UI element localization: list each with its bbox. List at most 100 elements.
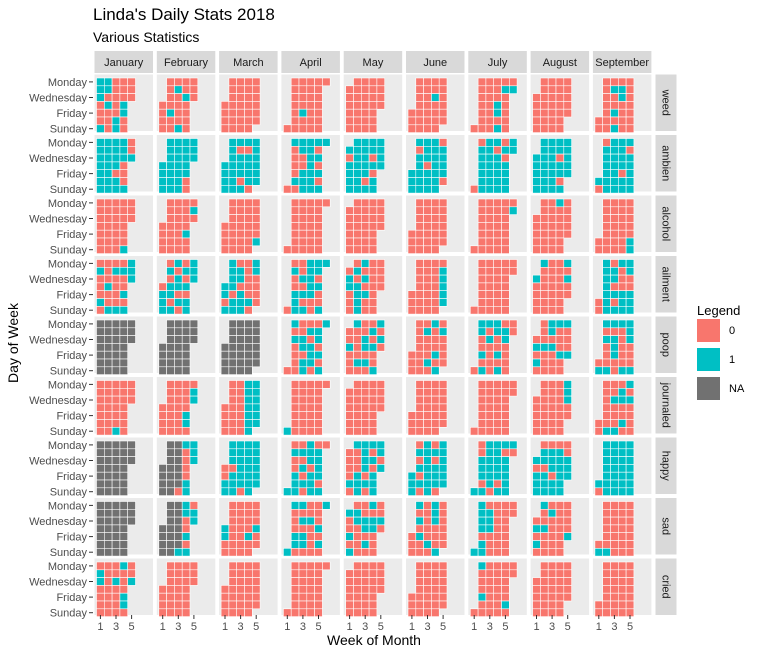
day-tile <box>236 169 245 178</box>
day-tile <box>415 153 424 163</box>
day-tile <box>236 124 245 133</box>
day-tile <box>477 327 487 336</box>
day-tile <box>345 222 354 231</box>
day-tile <box>96 290 105 299</box>
day-tile <box>501 487 510 496</box>
day-tile <box>314 214 323 223</box>
day-tile <box>236 222 245 231</box>
day-tile <box>353 85 362 94</box>
day-tile <box>353 561 362 571</box>
day-tile <box>189 274 199 284</box>
day-tile <box>594 177 604 186</box>
day-tile <box>477 532 487 541</box>
day-tile <box>119 358 129 368</box>
day-tile <box>368 327 378 336</box>
day-tile <box>174 524 183 534</box>
day-tile <box>415 600 424 610</box>
day-tile <box>610 222 619 231</box>
day-tile <box>290 358 300 368</box>
day-tile <box>298 501 308 510</box>
day-tile <box>252 464 261 473</box>
day-tile <box>127 387 136 397</box>
day-tile <box>111 366 121 375</box>
y-tick-label: Sunday <box>50 305 88 317</box>
day-tile <box>540 245 549 254</box>
day-tile <box>252 229 261 239</box>
day-tile <box>508 569 518 578</box>
day-tile <box>174 198 183 208</box>
day-tile <box>236 592 245 602</box>
day-tile <box>438 569 448 578</box>
day-tile <box>407 229 417 239</box>
day-tile <box>290 85 300 94</box>
day-tile <box>555 456 565 465</box>
day-tile <box>104 266 113 276</box>
day-tile <box>360 185 370 194</box>
day-tile <box>345 290 354 299</box>
day-tile <box>220 305 230 315</box>
day-tile <box>189 77 199 87</box>
stat-strip-label: happy <box>660 451 672 481</box>
day-tile <box>306 185 315 194</box>
day-tile <box>540 259 549 268</box>
day-tile <box>174 577 183 586</box>
day-tile <box>127 440 136 450</box>
day-tile <box>532 245 541 254</box>
day-tile <box>477 229 487 239</box>
day-tile <box>353 395 362 405</box>
day-tile <box>485 101 494 110</box>
day-tile <box>438 380 448 389</box>
day-tile <box>493 380 502 389</box>
day-tile <box>477 77 487 87</box>
day-tile <box>555 124 565 133</box>
day-tile <box>298 327 308 336</box>
day-tile <box>166 464 175 473</box>
day-tile <box>360 487 370 496</box>
day-tile <box>181 259 191 268</box>
day-tile <box>314 259 323 268</box>
day-tile <box>540 138 549 147</box>
day-tile <box>111 343 121 352</box>
day-tile <box>244 116 253 126</box>
day-tile <box>555 290 565 299</box>
day-tile <box>314 419 323 428</box>
day-tile <box>96 237 105 247</box>
day-tile <box>547 479 557 489</box>
day-tile <box>353 116 362 126</box>
stat-strip-label: journaled <box>660 382 672 428</box>
day-tile <box>290 343 300 352</box>
day-tile <box>360 222 370 231</box>
day-tile <box>485 93 494 102</box>
day-tile <box>96 298 105 307</box>
day-tile <box>181 101 191 110</box>
day-tile <box>104 448 113 457</box>
day-tile <box>485 116 494 126</box>
day-tile <box>625 185 635 194</box>
day-tile <box>368 169 378 178</box>
day-tile <box>189 319 199 329</box>
day-tile <box>431 411 440 420</box>
day-tile <box>493 185 502 194</box>
day-tile <box>174 335 183 344</box>
day-tile <box>368 532 378 541</box>
day-tile <box>555 395 565 405</box>
day-tile <box>189 380 199 389</box>
day-tile <box>625 124 635 133</box>
day-tile <box>477 169 487 178</box>
day-tile <box>174 138 183 147</box>
day-tile <box>501 185 510 194</box>
stat-strip-label: alcohol <box>660 206 672 241</box>
day-tile <box>119 411 129 420</box>
day-tile <box>501 403 510 412</box>
day-tile <box>501 456 510 465</box>
day-tile <box>244 540 253 549</box>
day-tile <box>244 177 253 186</box>
day-tile <box>610 138 619 147</box>
day-tile <box>431 532 440 541</box>
day-tile <box>563 350 572 360</box>
day-tile <box>610 214 619 223</box>
day-tile <box>166 108 175 118</box>
day-tile <box>306 426 315 436</box>
day-tile <box>532 229 541 239</box>
day-tile <box>236 547 245 557</box>
